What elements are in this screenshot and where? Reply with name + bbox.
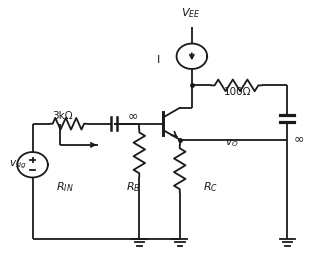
Text: 100Ω: 100Ω (224, 87, 252, 97)
Text: $V_{EE}$: $V_{EE}$ (180, 6, 200, 19)
Text: 3kΩ: 3kΩ (52, 111, 73, 121)
Text: ∞: ∞ (293, 132, 304, 145)
Text: I: I (157, 55, 160, 65)
Text: $R_{IN}$: $R_{IN}$ (56, 180, 73, 194)
Text: $v_O$: $v_O$ (225, 138, 239, 149)
Text: $R_B$: $R_B$ (126, 180, 140, 194)
Text: $R_C$: $R_C$ (204, 180, 219, 194)
Text: ∞: ∞ (128, 109, 138, 122)
Text: $v_{sig}$: $v_{sig}$ (9, 159, 27, 171)
